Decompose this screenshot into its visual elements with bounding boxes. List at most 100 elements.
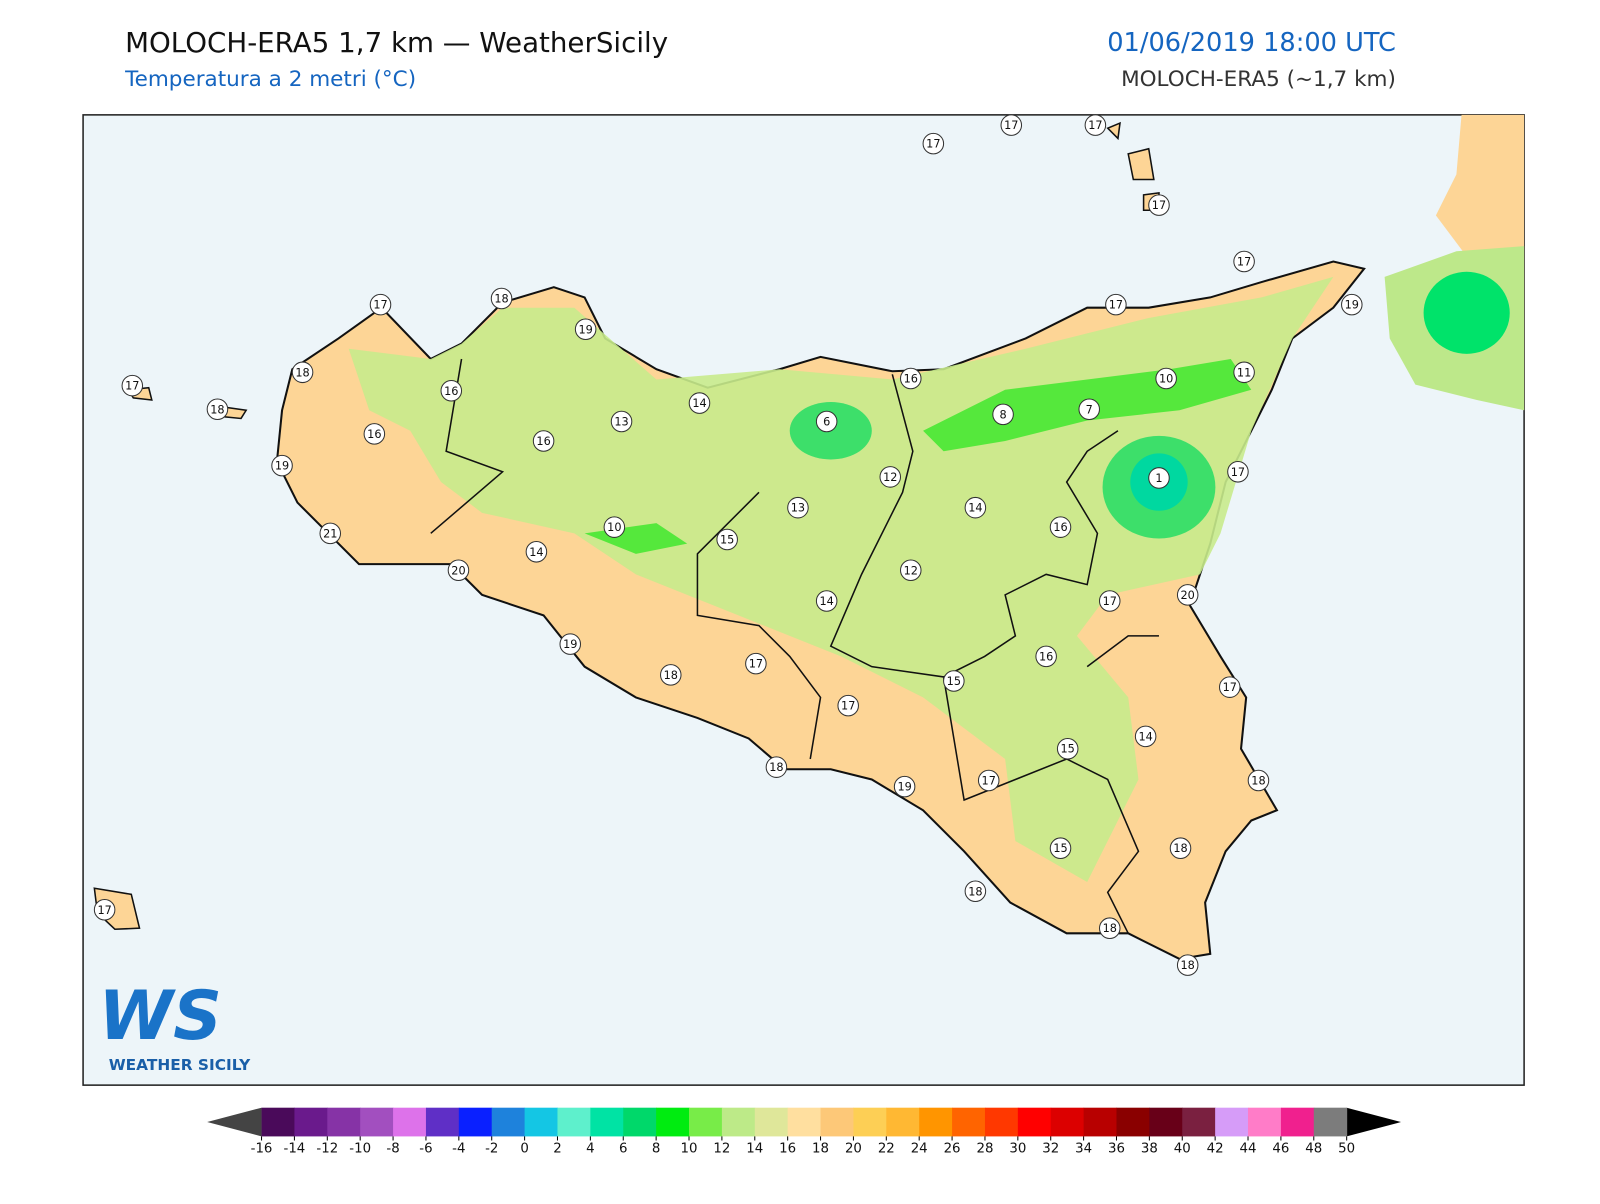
station-marker [837, 694, 859, 717]
station-marker [1098, 590, 1121, 612]
station-value: 17 [1103, 595, 1117, 608]
station-value: 6 [823, 416, 830, 429]
station-marker [363, 423, 386, 445]
station-marker [291, 361, 314, 384]
station-value: 19 [578, 323, 592, 336]
station-value: 17 [373, 299, 387, 312]
station-marker [1049, 837, 1072, 859]
station-value: 19 [897, 781, 911, 794]
colorbar-segment [458, 1107, 493, 1137]
station-marker [1105, 293, 1127, 316]
colorbar-segment [360, 1107, 394, 1137]
colorbar-tick-label: -8 [386, 1142, 399, 1157]
station-marker [765, 756, 788, 778]
colorbar-tick-label: -4 [452, 1142, 465, 1157]
station-marker [1233, 361, 1255, 384]
station-marker [1148, 194, 1170, 216]
station-marker [992, 403, 1014, 426]
station-value: 18 [968, 885, 982, 898]
colorbar-segment [1313, 1107, 1348, 1137]
station-marker [1155, 367, 1177, 390]
colorbar-segment [984, 1107, 1019, 1137]
colorbar-segment [721, 1107, 756, 1137]
station-value: 20 [451, 564, 465, 577]
colorbar-segment [524, 1107, 558, 1137]
station-marker [977, 769, 1000, 792]
colorbar-tick-label: -10 [349, 1142, 371, 1157]
colorbar-segment [919, 1107, 953, 1137]
station-marker [943, 670, 965, 692]
colorbar-tick-label: 20 [845, 1142, 862, 1157]
colorbar-tick-label: 16 [779, 1142, 796, 1157]
colorbar-tick-label: 30 [1009, 1142, 1026, 1157]
colorbar-tick-label: -14 [284, 1142, 306, 1157]
colorbar-tick-label: 22 [878, 1142, 895, 1157]
station-value: 17 [841, 700, 855, 713]
colorbar-tick-label: 2 [553, 1142, 561, 1157]
station-value: 18 [1181, 959, 1195, 972]
station-value: 14 [968, 502, 982, 515]
colorbar-segment [754, 1107, 789, 1137]
colorbar-segment [1050, 1107, 1085, 1137]
station-marker [1049, 516, 1072, 538]
highlands [348, 276, 1334, 883]
station-marker [1218, 676, 1241, 698]
station-value: 21 [323, 527, 337, 540]
station-value: 13 [614, 416, 628, 429]
station-marker [1035, 645, 1057, 668]
colorbar-tick-label: 38 [1141, 1142, 1158, 1157]
colorbar-tick-label: 34 [1075, 1142, 1092, 1157]
model-info: MOLOCH-ERA5 (~1,7 km) [1121, 67, 1396, 92]
colorbar-segment [590, 1107, 624, 1137]
province-borders [430, 358, 1159, 934]
station-marker [893, 775, 916, 798]
station-value: 14 [692, 397, 706, 410]
station-marker [271, 454, 293, 477]
colorbar-segment [393, 1107, 427, 1137]
station-value: 15 [1053, 842, 1067, 855]
station-value: 19 [275, 460, 289, 473]
colorbar-tick-label: 28 [976, 1142, 993, 1157]
station-value: 16 [444, 385, 458, 398]
colorbar-segment [557, 1107, 591, 1137]
colorbar-segment [886, 1107, 920, 1137]
station-value: 12 [883, 471, 897, 484]
colorbar-tick-label: 8 [652, 1142, 660, 1157]
station-value: 18 [664, 669, 678, 682]
station-value: 17 [1088, 119, 1102, 132]
station-marker [559, 633, 582, 655]
station-value: 16 [1039, 650, 1053, 663]
colorbar-segment [294, 1107, 328, 1137]
station-marker [922, 132, 945, 155]
station-value: 16 [536, 435, 550, 448]
colorbar-tick-label: 24 [911, 1142, 928, 1157]
station-marker [1341, 293, 1363, 316]
station-marker [1084, 114, 1107, 136]
colorbar-segment [1248, 1107, 1282, 1137]
station-marker [369, 293, 392, 316]
station-value: 18 [1251, 775, 1265, 788]
station-value: 17 [1231, 466, 1245, 479]
colorbar-tick-label: 48 [1305, 1142, 1322, 1157]
colorbar-tick-label: 12 [713, 1142, 730, 1157]
colorbar-segment [787, 1107, 822, 1137]
colorbar-segment [1280, 1107, 1315, 1137]
station-value: 18 [769, 761, 783, 774]
station-value: 18 [494, 292, 508, 305]
colorbar-segment [1017, 1107, 1052, 1137]
station-marker [525, 541, 548, 563]
station-marker [688, 392, 711, 414]
colorbar-tick-label: 4 [586, 1142, 594, 1157]
station-marker [787, 496, 809, 519]
colorbar-segment [820, 1107, 854, 1137]
station-marker [93, 898, 116, 921]
station-value: 10 [607, 521, 621, 534]
station-marker [319, 522, 342, 545]
colorbar-segment [853, 1107, 887, 1137]
cold-spot [1423, 271, 1510, 354]
colorbar-tick-label: 44 [1240, 1142, 1257, 1157]
station-marker [1098, 917, 1121, 939]
colorbar-segment [1083, 1107, 1118, 1137]
station-value: 17 [1152, 199, 1166, 212]
